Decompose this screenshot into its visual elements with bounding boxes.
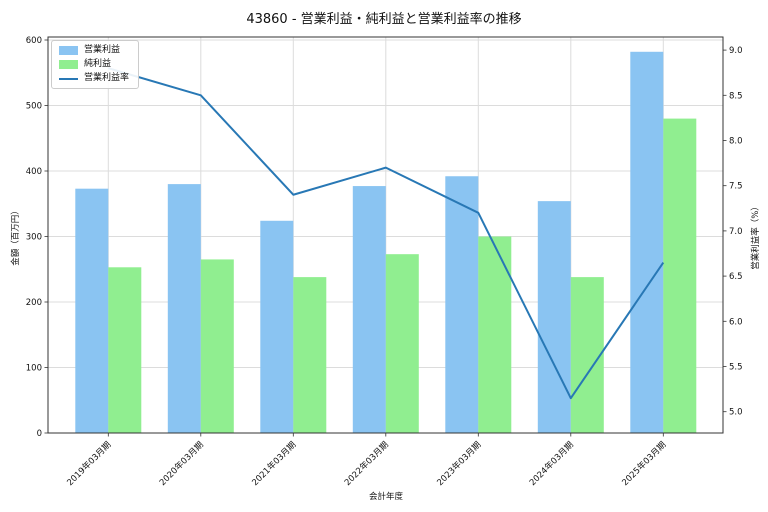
x-tick-labels: 2019年03月期 2020年03月期 2021年03月期 2022年03月期 2023…: [65, 433, 669, 488]
bar: [260, 220, 294, 433]
y-right-tick-label: 8.5: [729, 91, 743, 101]
legend-item-operating-margin: 営業利益率: [59, 74, 129, 83]
operating-profit-swatch: [59, 46, 78, 55]
x-tick-label: 2021年03月期: [250, 439, 299, 488]
bar: [570, 277, 604, 433]
y-left-axis-title: 金額（百万円）: [11, 206, 21, 266]
bar: [478, 236, 512, 433]
legend-label: 純利益: [84, 59, 112, 69]
y-left-tick-label: 200: [26, 298, 42, 308]
y-right-axis-title: 営業利益率（%）: [751, 202, 761, 270]
bar: [630, 51, 664, 433]
y-right-tick-label: 7.5: [729, 182, 743, 192]
legend: 営業利益 純利益 営業利益率: [51, 40, 140, 89]
bar: [75, 188, 109, 433]
net-profit-swatch: [59, 60, 78, 69]
bar: [352, 186, 386, 433]
y-right-tick-label: 7.0: [729, 227, 743, 237]
bar: [200, 259, 234, 433]
y-right-tick-label: 8.0: [729, 137, 743, 147]
y-left-tick-label: 500: [26, 102, 42, 112]
x-tick-label: 2025年03月期: [620, 439, 669, 488]
bar-series-1: [108, 118, 697, 433]
y-left-tick-label: 400: [26, 167, 42, 177]
x-tick-label: 2020年03月期: [157, 439, 206, 488]
y-right-tick-label: 5.0: [729, 408, 743, 418]
y-left-tick-label: 0: [37, 429, 42, 439]
operating-margin-line: [108, 67, 665, 400]
legend-item-net-profit: 純利益: [59, 60, 129, 69]
legend-item-operating-profit: 営業利益: [59, 46, 129, 55]
y-right-tick-label: 6.5: [729, 272, 743, 282]
bar: [167, 184, 201, 433]
chart-title: 43860 - 営業利益・純利益と営業利益率の推移: [246, 12, 522, 27]
y-right-tick-labels: 5.0 5.5 6.0 6.5 7.0 7.5 8.0 8.5 9.0: [723, 46, 743, 418]
y-right-tick-label: 5.5: [729, 363, 743, 373]
bar: [293, 277, 327, 433]
x-tick-label: 2022年03月期: [342, 439, 391, 488]
bar-series-0: [75, 51, 664, 434]
x-axis-title: 会計年度: [368, 492, 403, 502]
operating-margin-line-swatch: [59, 77, 78, 80]
x-tick-label: 2023年03月期: [435, 439, 484, 488]
bar: [445, 176, 479, 434]
bar: [108, 267, 142, 433]
bar: [537, 201, 571, 433]
x-tick-label: 2019年03月期: [65, 439, 114, 488]
y-left-tick-label: 100: [26, 364, 42, 374]
y-left-tick-labels: 0 100 200 300 400 500 600: [26, 36, 48, 439]
bar: [385, 254, 419, 433]
y-left-tick-label: 600: [26, 36, 42, 46]
x-tick-label: 2024年03月期: [527, 439, 576, 488]
y-right-tick-label: 9.0: [729, 46, 743, 56]
bar: [663, 118, 697, 433]
y-left-tick-label: 300: [26, 233, 42, 243]
legend-label: 営業利益: [84, 45, 121, 55]
legend-label: 営業利益率: [84, 73, 130, 83]
y-right-tick-label: 6.0: [729, 317, 743, 327]
